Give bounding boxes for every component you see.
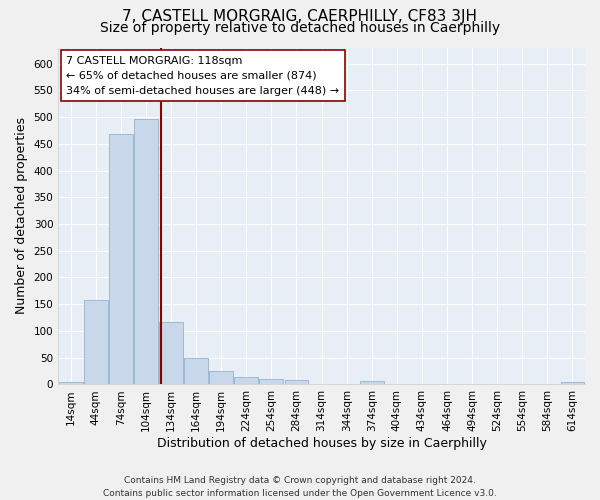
X-axis label: Distribution of detached houses by size in Caerphilly: Distribution of detached houses by size … [157,437,487,450]
Bar [184,358,208,384]
Bar [360,381,383,384]
Bar [159,322,183,384]
Bar [109,134,133,384]
Bar [560,382,584,384]
Bar [209,371,233,384]
Bar [84,300,108,384]
Text: 7, CASTELL MORGRAIG, CAERPHILLY, CF83 3JH: 7, CASTELL MORGRAIG, CAERPHILLY, CF83 3J… [122,9,478,24]
Text: Contains HM Land Registry data © Crown copyright and database right 2024.
Contai: Contains HM Land Registry data © Crown c… [103,476,497,498]
Bar [59,382,83,384]
Bar [235,377,258,384]
Text: 7 CASTELL MORGRAIG: 118sqm
← 65% of detached houses are smaller (874)
34% of sem: 7 CASTELL MORGRAIG: 118sqm ← 65% of deta… [66,56,339,96]
Y-axis label: Number of detached properties: Number of detached properties [15,118,28,314]
Bar [284,380,308,384]
Bar [134,118,158,384]
Bar [259,379,283,384]
Text: Size of property relative to detached houses in Caerphilly: Size of property relative to detached ho… [100,21,500,35]
